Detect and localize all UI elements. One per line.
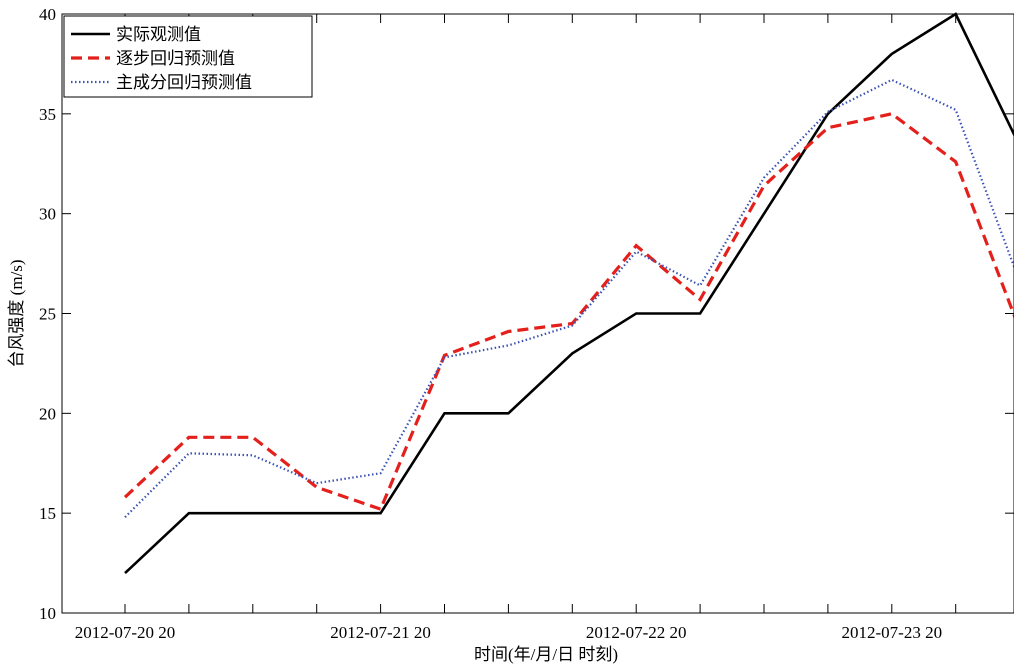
legend-label-1: 实际观测值 — [116, 25, 201, 44]
legend-label-2: 逐步回归预测值 — [116, 49, 235, 68]
y-tick-label: 25 — [39, 305, 56, 324]
x-axis-title: 时间(年/月/日 时刻) — [474, 645, 618, 664]
series-line-2 — [123, 112, 1014, 512]
x-tick-label: 2012-07-20 20 — [75, 623, 176, 642]
y-tick-label: 35 — [39, 105, 56, 124]
plot-lines — [123, 12, 1014, 575]
legend-label-3: 主成分回归预测值 — [116, 73, 252, 92]
axes: 10 15 20 25 30 35 40 2012-07-20 20 2012-07-21 20… — [39, 5, 1014, 642]
y-tick-label: 15 — [39, 504, 56, 523]
y-tick-label: 30 — [39, 205, 56, 224]
x-tick-label: 2012-07-21 20 — [330, 623, 431, 642]
series-line-3 — [124, 78, 1014, 518]
x-tick-label: 2012-07-23 20 — [842, 623, 943, 642]
y-tick-label: 10 — [39, 604, 56, 623]
plot-frame — [61, 13, 1014, 614]
y-axis-title: 台风强度 (m/s) — [7, 259, 26, 367]
y-tick-label: 20 — [39, 404, 56, 423]
y-tick-label: 40 — [39, 5, 56, 24]
series-line-1 — [124, 12, 1014, 575]
x-tick-label: 2012-07-22 20 — [586, 623, 687, 642]
